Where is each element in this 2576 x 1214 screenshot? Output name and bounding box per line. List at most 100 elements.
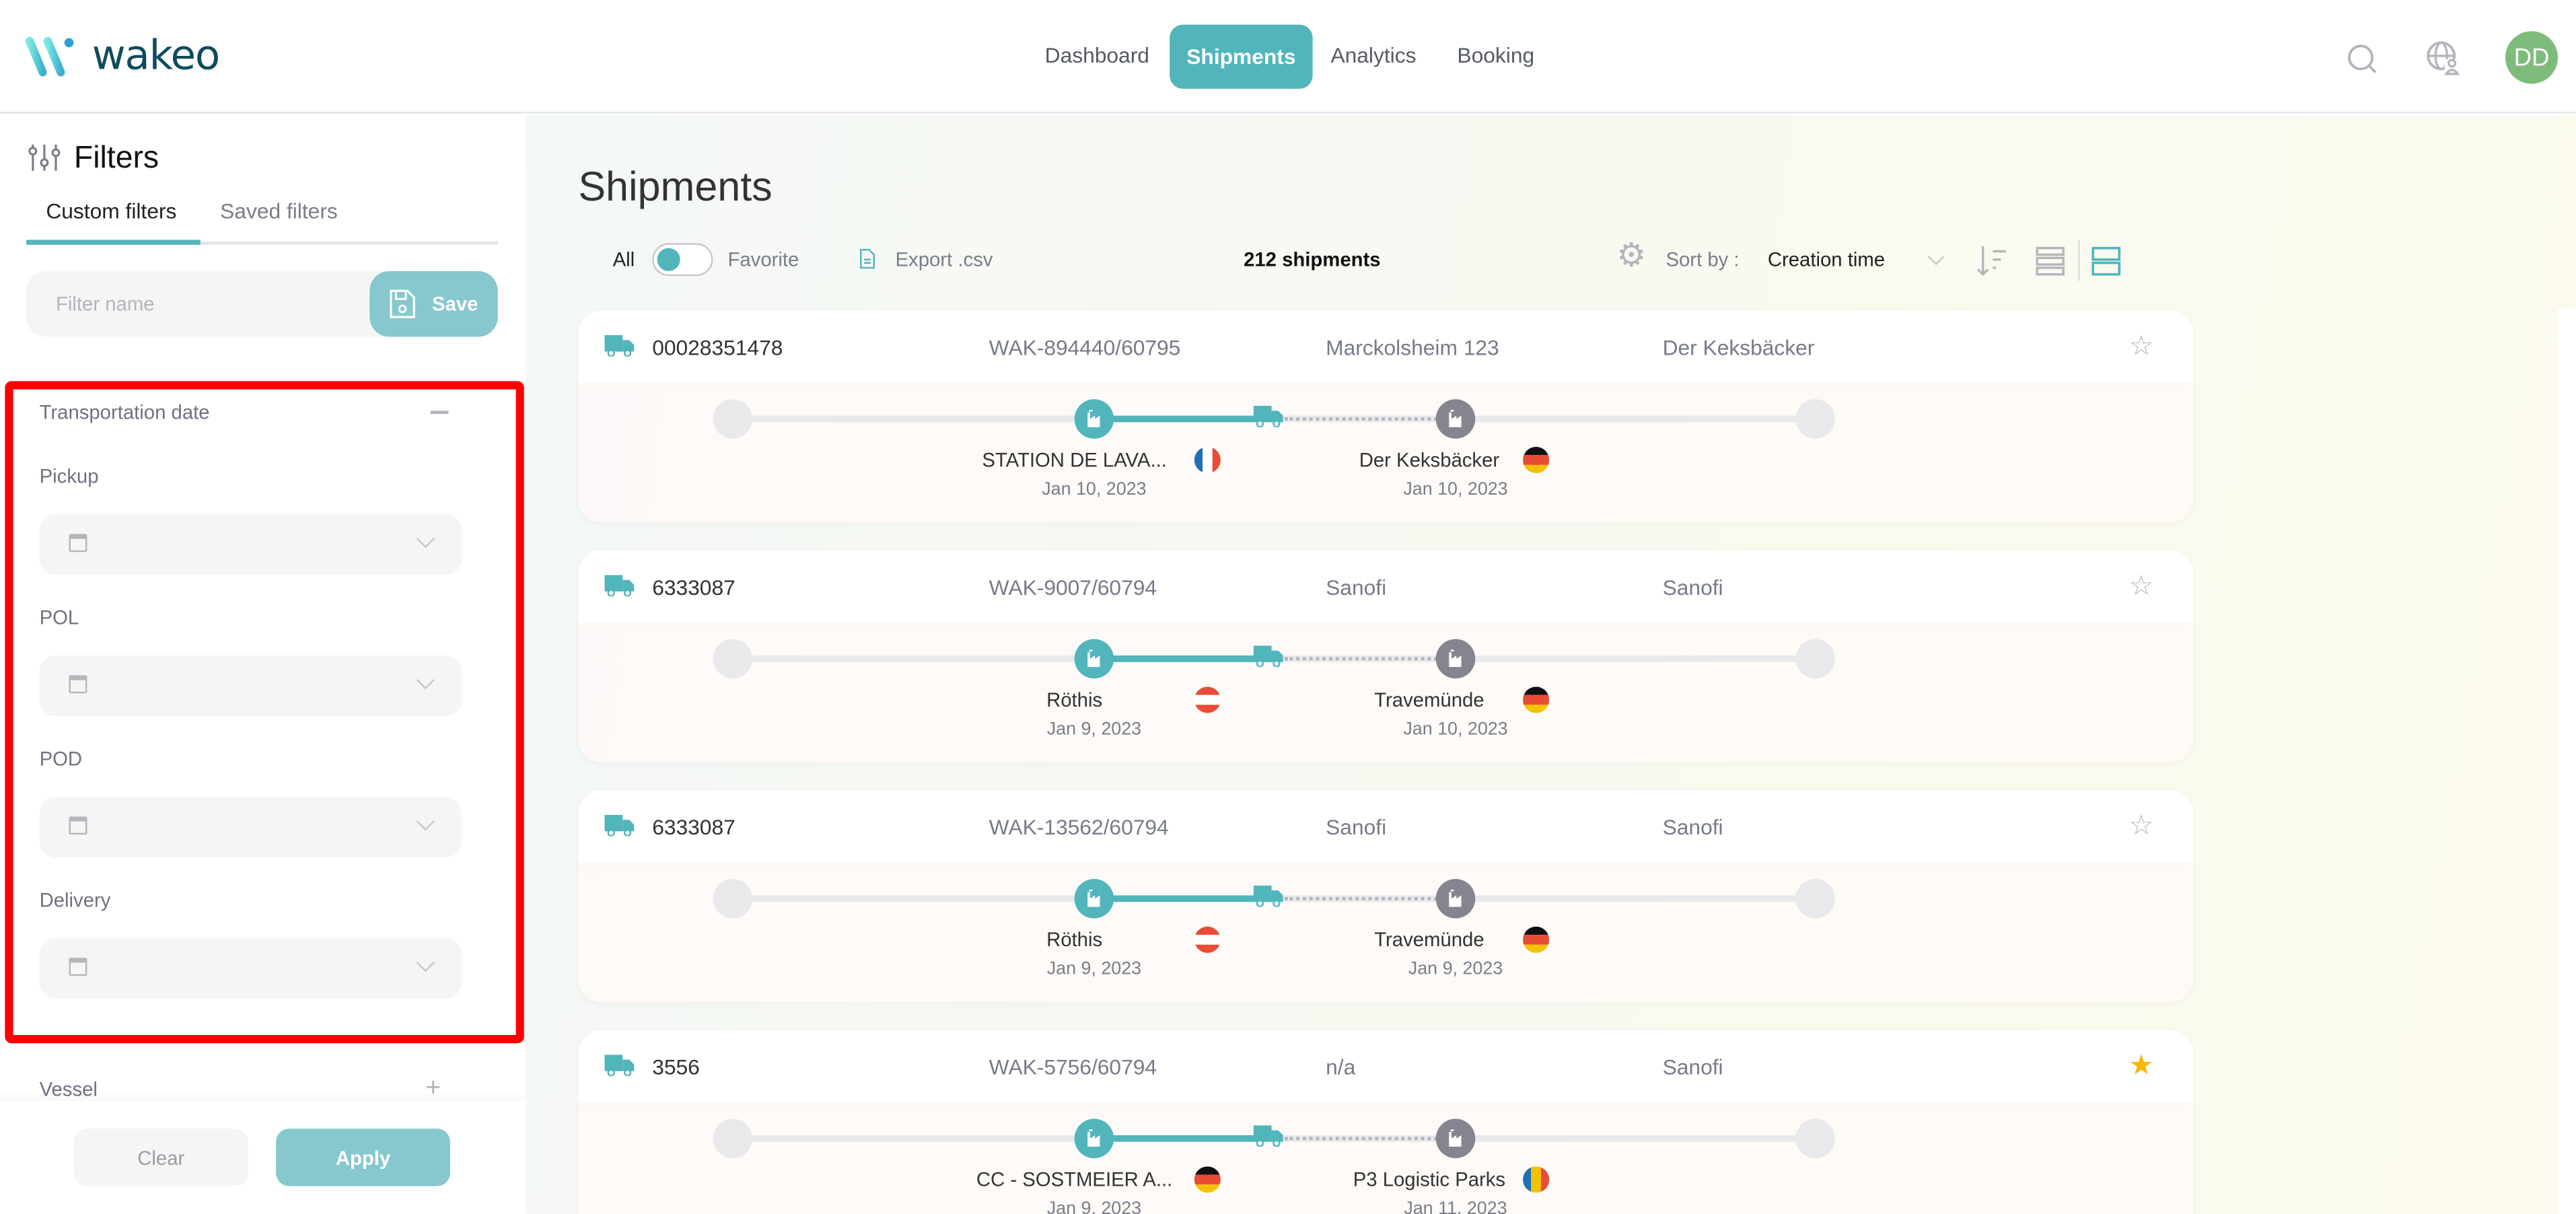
settings-gear-icon[interactable]: ⚙ (1616, 238, 1647, 275)
favorite-star-icon[interactable]: ☆ (2128, 570, 2154, 602)
save-filter-button[interactable]: Save (369, 271, 498, 337)
toggle-favorite-label: Favorite (727, 248, 799, 271)
destination-factory-icon (1435, 639, 1476, 679)
truck-position-icon (1253, 406, 1283, 435)
flag-de-icon (1523, 686, 1550, 713)
shipment-id: 3556 (652, 1055, 700, 1079)
destination-factory-icon (1435, 879, 1476, 919)
timeline-end-dot (1795, 1118, 1835, 1159)
calendar-icon (69, 534, 87, 552)
compact-list-view-icon[interactable] (2036, 246, 2065, 276)
nav-booking[interactable]: Booking (1457, 42, 1535, 68)
origin-location: Röthis (1046, 928, 1103, 952)
shipment-card[interactable]: 3556 WAK-5756/60794 n/a Sanofi ★ CC - SO… (578, 1030, 2194, 1214)
nav-dashboard[interactable]: Dashboard (1044, 42, 1149, 68)
favorite-star-icon[interactable]: ☆ (2128, 810, 2154, 841)
export-csv-button[interactable]: Export .csv (895, 248, 993, 271)
scrollbar-track[interactable] (2558, 308, 2576, 1214)
origin-date: Jan 10, 2023 (1042, 479, 1147, 500)
shipment-reference: WAK-894440/60795 (989, 335, 1181, 360)
shipment-destination: Sanofi (1662, 575, 1723, 600)
flag-fr-icon (1194, 447, 1221, 474)
sort-order-icon[interactable] (1974, 243, 2011, 279)
filters-sliders-icon (28, 144, 61, 171)
timeline-progress (1094, 415, 1268, 423)
destination-date: Jan 10, 2023 (1403, 479, 1508, 500)
shipment-id: 00028351478 (652, 335, 783, 360)
destination-location: Der Keksbäcker (1359, 448, 1500, 472)
highlight-annotation-box (5, 381, 524, 1044)
flag-de-icon (1523, 447, 1550, 474)
shipments-main: Shipments All Favorite Export .csv 212 s… (526, 114, 2576, 1214)
timeline-end-dot (1795, 399, 1835, 439)
pod-date-select[interactable] (39, 797, 462, 858)
flag-de-icon (1523, 926, 1550, 953)
calendar-icon (69, 958, 87, 976)
shipment-card-header (578, 1030, 2194, 1103)
nav-analytics[interactable]: Analytics (1330, 42, 1417, 68)
timeline-remaining (1285, 896, 1456, 900)
truck-icon (604, 575, 635, 604)
timeline-progress (1094, 655, 1268, 662)
flag-at-icon (1194, 686, 1221, 713)
chevron-down-icon[interactable] (1927, 248, 1945, 266)
shipment-timeline (578, 1102, 2194, 1214)
destination-location: Travemünde (1374, 928, 1484, 952)
filter-actions: Clear Apply (0, 1100, 526, 1214)
sort-select[interactable]: Creation time (1767, 248, 1886, 271)
timeline-remaining (1285, 657, 1456, 661)
shipment-card-header (578, 790, 2194, 863)
origin-date: Jan 9, 2023 (1046, 719, 1142, 740)
flag-de-icon (1194, 1166, 1221, 1193)
destination-location: Travemünde (1374, 688, 1484, 712)
flag-ro-icon (1523, 1166, 1550, 1193)
timeline-progress (1094, 1135, 1268, 1142)
truck-position-icon (1253, 885, 1283, 915)
shipment-card[interactable]: 6333087 WAK-9007/60794 Sanofi Sanofi ☆ R… (578, 550, 2194, 762)
pickup-date-select[interactable] (39, 514, 462, 575)
collapse-minus-icon[interactable] (430, 410, 449, 415)
timeline-start-dot (713, 879, 753, 919)
search-icon[interactable] (2346, 42, 2379, 75)
user-avatar[interactable]: DD (2505, 31, 2559, 84)
timeline-remaining (1285, 417, 1456, 421)
timeline-start-dot (713, 639, 753, 679)
csv-file-icon[interactable] (859, 248, 875, 270)
shipment-card[interactable]: 6333087 WAK-13562/60794 Sanofi Sanofi ☆ … (578, 790, 2194, 1003)
shipment-destination: Der Keksbäcker (1662, 335, 1815, 360)
origin-factory-icon (1074, 1118, 1114, 1159)
origin-location: STATION DE LAVA... (982, 448, 1167, 472)
pol-date-select[interactable] (39, 655, 462, 717)
card-view-icon[interactable] (2091, 246, 2121, 276)
origin-location: Röthis (1046, 688, 1103, 712)
wakeo-logo-icon (25, 36, 74, 77)
shipment-origin: Sanofi (1326, 575, 1387, 600)
pol-label: POL (39, 606, 79, 630)
section-transportation-date[interactable]: Transportation date (39, 400, 210, 424)
expand-plus-icon[interactable]: + (425, 1074, 441, 1103)
globe-user-icon[interactable] (2425, 40, 2462, 76)
calendar-icon (69, 675, 87, 694)
shipment-card-header (578, 310, 2194, 383)
shipment-count: 212 shipments (1244, 248, 1381, 271)
favorite-toggle[interactable] (652, 243, 713, 277)
clear-button[interactable]: Clear (73, 1129, 248, 1186)
destination-date: Jan 11, 2023 (1404, 1199, 1507, 1214)
shipment-timeline (578, 382, 2194, 523)
tab-saved-filters[interactable]: Saved filters (220, 199, 338, 224)
favorite-star-icon[interactable]: ★ (2128, 1049, 2154, 1081)
favorite-star-icon[interactable]: ☆ (2128, 330, 2154, 362)
active-tab-indicator (26, 240, 201, 245)
destination-date: Jan 9, 2023 (1408, 959, 1503, 980)
tab-custom-filters[interactable]: Custom filters (46, 199, 177, 224)
destination-factory-icon (1435, 399, 1476, 439)
delivery-date-select[interactable] (39, 937, 462, 999)
shipment-card[interactable]: 00028351478 WAK-894440/60795 Marckolshei… (578, 310, 2194, 523)
timeline-end-dot (1795, 639, 1835, 679)
apply-button[interactable]: Apply (276, 1129, 450, 1186)
section-vessel[interactable]: Vessel (39, 1077, 98, 1101)
shipment-origin: Marckolsheim 123 (1326, 335, 1499, 360)
shipment-destination: Sanofi (1662, 814, 1723, 840)
nav-shipments[interactable]: Shipments (1170, 24, 1313, 89)
shipment-origin: n/a (1326, 1055, 1356, 1079)
